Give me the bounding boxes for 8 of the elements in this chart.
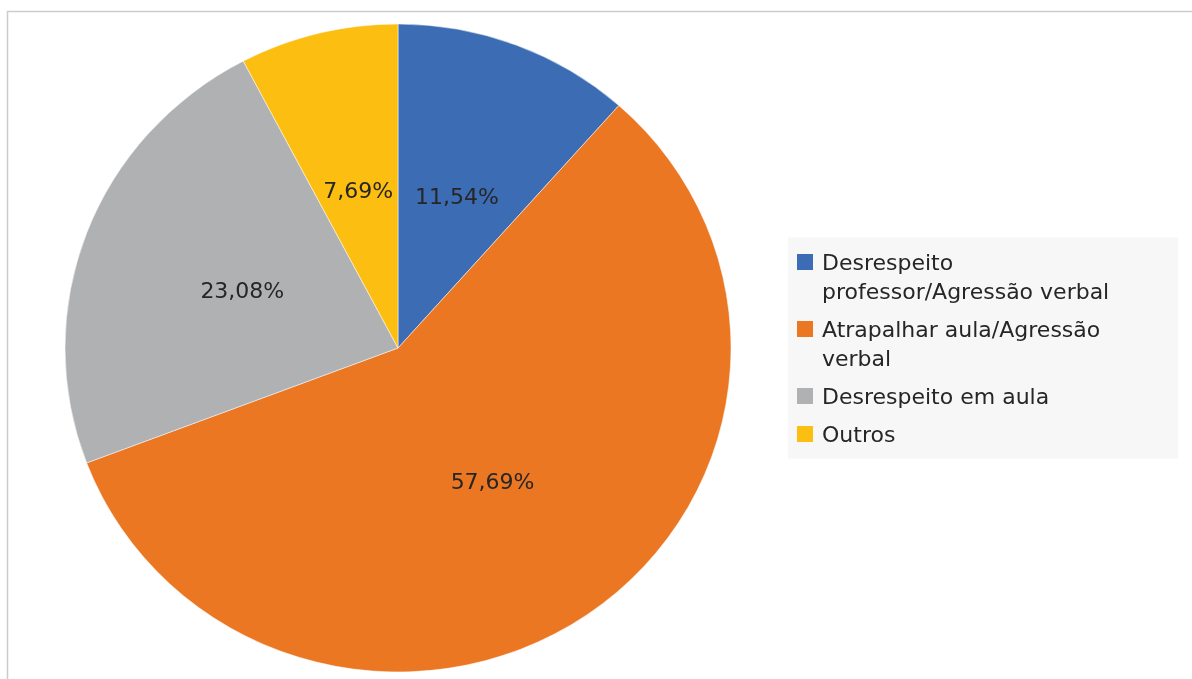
legend-label: Desrespeito em aula: [822, 383, 1050, 409]
legend-label: Desrespeito professor/Agressão verbal: [822, 249, 1110, 304]
legend-label: Outros: [822, 421, 896, 447]
data-label: 7,69%: [323, 178, 394, 204]
data-label: 23,08%: [200, 278, 285, 304]
data-label: 57,69%: [450, 468, 535, 494]
legend-label: Atrapalhar aula/Agressão verbal: [822, 316, 1101, 371]
data-label: 11,54%: [415, 184, 499, 210]
